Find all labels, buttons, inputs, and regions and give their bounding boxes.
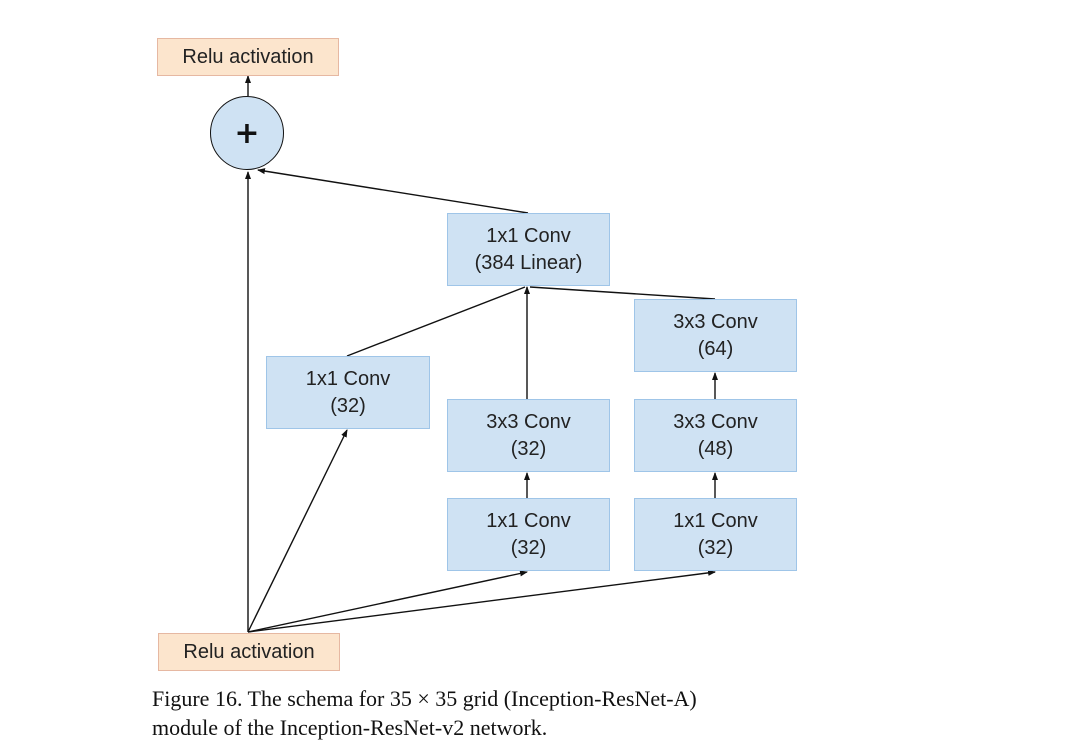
caption-line-2: module of the Inception-ResNet-v2 networ… [152, 715, 548, 740]
edge-relu-to-b1-conv1 [247, 429, 348, 633]
branch1-conv-1x1-32-line1: 1x1 Conv [305, 367, 391, 390]
edge-b1-conv1-to-linear [346, 286, 526, 357]
branch2-conv-3x3-32: 3x3 Conv (32) [447, 399, 610, 472]
branch3-conv-1x1-32-line2: (32) [697, 536, 734, 559]
edge-linear-to-plus [257, 168, 529, 214]
relu-activation-bottom: Relu activation [158, 633, 340, 671]
branch3-conv-3x3-48-line1: 3x3 Conv [673, 410, 758, 433]
conv-1x1-384-linear-line1: 1x1 Conv [486, 224, 571, 247]
branch3-conv-1x1-32-line1: 1x1 Conv [673, 509, 758, 532]
branch3-conv-3x3-48: 3x3 Conv (48) [634, 399, 797, 472]
branch3-conv-3x3-64-line2: (64) [697, 337, 734, 360]
relu-activation-top: Relu activation [157, 38, 339, 76]
branch2-conv-1x1-32-line1: 1x1 Conv [486, 509, 571, 532]
branch2-conv-1x1-32-line2: (32) [510, 536, 547, 559]
branch3-conv-3x3-48-line2: (48) [697, 437, 734, 460]
branch3-conv-1x1-32: 1x1 Conv (32) [634, 498, 797, 571]
relu-activation-top-label: Relu activation [182, 45, 314, 68]
edge-relu-to-b2-conv1 [247, 570, 528, 633]
branch3-conv-3x3-64: 3x3 Conv (64) [634, 299, 797, 372]
figure-caption: Figure 16. The schema for 35 × 35 grid (… [152, 684, 852, 742]
edge-b3-conv64-to-linear [529, 286, 716, 300]
relu-activation-bottom-label: Relu activation [183, 640, 315, 663]
branch2-conv-3x3-32-line2: (32) [510, 437, 547, 460]
branch2-conv-1x1-32: 1x1 Conv (32) [447, 498, 610, 571]
plus-icon: + [234, 115, 260, 151]
branch1-conv-1x1-32-line2: (32) [330, 394, 366, 417]
addition-node: + [210, 96, 284, 170]
edge-relu-to-b3-conv1 [247, 569, 716, 633]
branch2-conv-3x3-32-line1: 3x3 Conv [486, 410, 571, 433]
branch1-conv-1x1-32: 1x1 Conv (32) [266, 356, 430, 429]
branch3-conv-3x3-64-line1: 3x3 Conv [673, 310, 758, 333]
conv-1x1-384-linear-line2: (384 Linear) [474, 251, 583, 274]
caption-line-1: Figure 16. The schema for 35 × 35 grid (… [152, 686, 697, 711]
conv-1x1-384-linear: 1x1 Conv (384 Linear) [447, 213, 610, 286]
